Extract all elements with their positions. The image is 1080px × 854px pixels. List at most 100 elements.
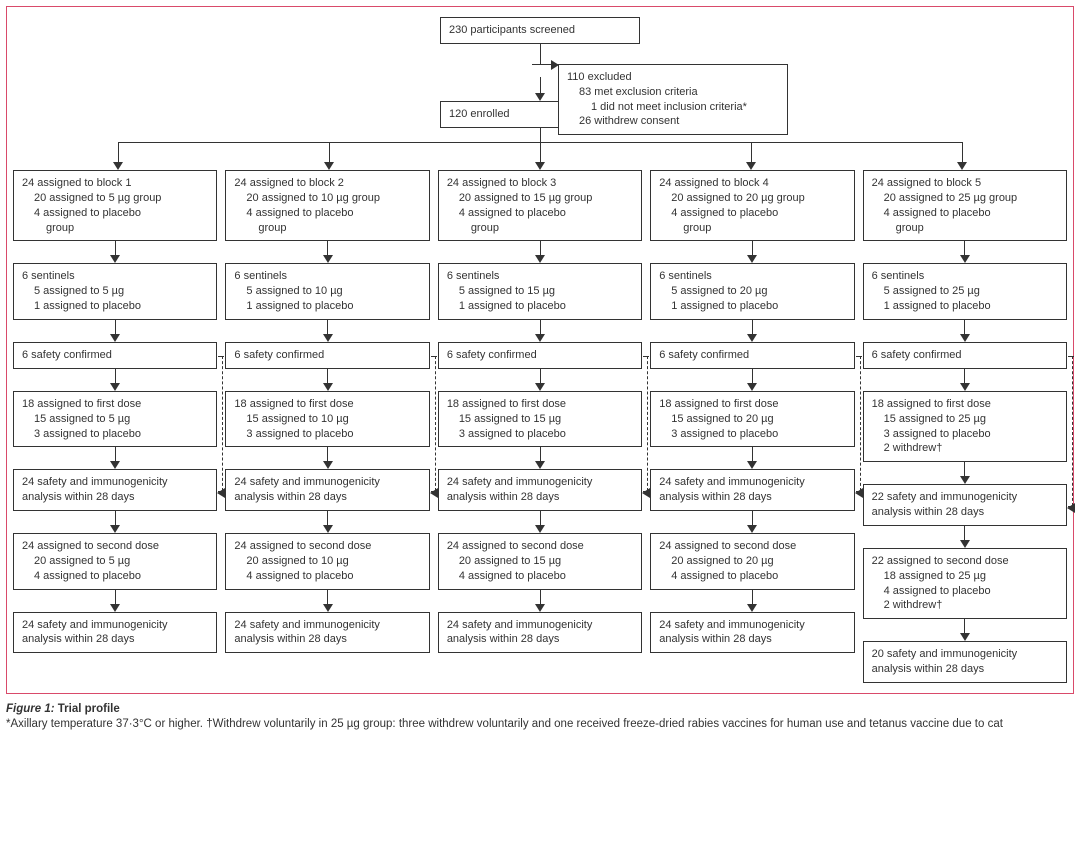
node-sentinel-line: 6 sentinels (22, 269, 208, 284)
arrow-right-icon (532, 64, 558, 65)
arrow-down-icon (110, 334, 120, 342)
node-analysis-2-line: 20 safety and immunogenicity analysis wi… (872, 647, 1058, 677)
arrow-down-icon (960, 255, 970, 263)
arrow-down-icon (747, 334, 757, 342)
node-assign: 24 assigned to block 120 assigned to 5 µ… (13, 170, 217, 241)
node-assign-line: 24 assigned to block 1 (22, 176, 208, 191)
node-first-dose-line: 3 assigned to placebo (872, 427, 1058, 442)
node-second-dose-line: 22 assigned to second dose (872, 554, 1058, 569)
dashed-connector (1068, 356, 1074, 357)
node-assign-line: 20 assigned to 25 µg group (872, 191, 1058, 206)
arrow-down-icon (110, 383, 120, 391)
node-safety-confirmed-line: 6 safety confirmed (447, 348, 633, 363)
excluded-l2: 1 did not meet inclusion criteria* (567, 100, 779, 115)
node-assign-line: group (22, 221, 208, 236)
caption-text: Trial profile (58, 703, 120, 715)
node-sentinel: 6 sentinels5 assigned to 20 µg1 assigned… (650, 263, 854, 320)
connector (13, 320, 217, 342)
node-sentinel: 6 sentinels5 assigned to 10 µg1 assigned… (225, 263, 429, 320)
node-assign-line: 24 assigned to block 5 (872, 176, 1058, 191)
node-sentinel: 6 sentinels5 assigned to 5 µg1 assigned … (13, 263, 217, 320)
arrow-down-icon (110, 461, 120, 469)
node-sentinel-line: 1 assigned to placebo (659, 299, 845, 314)
node-excluded: 110 excluded 83 met exclusion criteria 1… (558, 64, 788, 135)
node-safety-confirmed: 6 safety confirmed (863, 342, 1067, 369)
node-assign: 24 assigned to block 420 assigned to 20 … (650, 170, 854, 241)
connector (438, 369, 642, 391)
node-second-dose-line: 2 withdrew† (872, 598, 1058, 613)
connector (863, 241, 1067, 263)
node-assign: 24 assigned to block 520 assigned to 25 … (863, 170, 1067, 241)
node-second-dose-line: 20 assigned to 20 µg (659, 554, 845, 569)
connector (438, 511, 642, 533)
arrow-down-icon (535, 604, 545, 612)
connector (225, 241, 429, 263)
connector (438, 590, 642, 612)
caption-footnote: *Axillary temperature 37·3°C or higher. … (6, 718, 1003, 730)
node-second-dose: 24 assigned to second dose20 assigned to… (438, 533, 642, 590)
node-first-dose-line: 2 withdrew† (872, 441, 1058, 456)
node-analysis-1-line: 24 safety and immunogenicity analysis wi… (234, 475, 420, 505)
node-analysis-1-line: 24 safety and immunogenicity analysis wi… (22, 475, 208, 505)
dashed-connector (643, 491, 647, 492)
node-analysis-2: 20 safety and immunogenicity analysis wi… (863, 641, 1067, 683)
dashed-connector (435, 356, 436, 491)
dashed-connector (860, 356, 861, 491)
node-assign-line: 24 assigned to block 4 (659, 176, 845, 191)
node-analysis-2: 24 safety and immunogenicity analysis wi… (13, 612, 217, 654)
connector (13, 369, 217, 391)
dashed-connector (647, 356, 648, 491)
node-second-dose-line: 20 assigned to 5 µg (22, 554, 208, 569)
block-column: 24 assigned to block 320 assigned to 15 … (438, 170, 642, 683)
node-analysis-1: 24 safety and immunogenicity analysis wi… (650, 469, 854, 511)
node-assign-line: 4 assigned to placebo (447, 206, 633, 221)
node-first-dose: 18 assigned to first dose15 assigned to … (650, 391, 854, 448)
dashed-connector (856, 356, 862, 357)
node-first-dose-line: 3 assigned to placebo (22, 427, 208, 442)
node-sentinel-line: 1 assigned to placebo (447, 299, 633, 314)
arrow-down-icon (323, 604, 333, 612)
node-analysis-1: 24 safety and immunogenicity analysis wi… (438, 469, 642, 511)
connector (650, 369, 854, 391)
connector (650, 590, 854, 612)
node-second-dose-line: 4 assigned to placebo (659, 569, 845, 584)
dashed-connector (222, 356, 223, 491)
block-column: 24 assigned to block 1 20 assigned to 5 µ… (13, 170, 217, 683)
dashed-connector (856, 491, 860, 492)
node-assign-line: 24 assigned to block 3 (447, 176, 633, 191)
node-first-dose-line: 18 assigned to first dose (234, 397, 420, 412)
connector (13, 511, 217, 533)
node-assign-line: 24 assigned to block 2 (234, 176, 420, 191)
excluded-l3: 26 withdrew consent (567, 114, 779, 129)
arrow-down-icon (747, 255, 757, 263)
arrow-down-icon (957, 162, 967, 170)
dashed-connector (1072, 356, 1073, 506)
node-assign-line: 4 assigned to placebo (234, 206, 420, 221)
node-safety-confirmed-line: 6 safety confirmed (234, 348, 420, 363)
node-first-dose-line: 18 assigned to first dose (659, 397, 845, 412)
node-safety-confirmed-line: 6 safety confirmed (872, 348, 1058, 363)
connector (438, 241, 642, 263)
node-sentinel-line: 1 assigned to placebo (22, 299, 208, 314)
node-analysis-2: 24 safety and immunogenicity analysis wi… (225, 612, 429, 654)
node-analysis-1: 22 safety and immunogenicity analysis wi… (863, 484, 1067, 526)
arrow-down-icon (960, 633, 970, 641)
figure-caption: Figure 1: Trial profile *Axillary temper… (6, 702, 1074, 733)
node-second-dose-line: 4 assigned to placebo (447, 569, 633, 584)
node-sentinel-line: 1 assigned to placebo (872, 299, 1058, 314)
arrow-down-icon (535, 255, 545, 263)
arrow-down-icon (110, 604, 120, 612)
arrow-down-icon (535, 162, 545, 170)
arrow-down-icon (746, 162, 756, 170)
connector (863, 462, 1067, 484)
arrow-down-icon (113, 162, 123, 170)
arrow-down-icon (535, 525, 545, 533)
connector (540, 44, 541, 64)
node-assign-line: group (234, 221, 420, 236)
node-first-dose: 18 assigned to first dose15 assigned to … (13, 391, 217, 448)
node-sentinel-line: 5 assigned to 20 µg (659, 284, 845, 299)
figure-frame: 230 participants screened 110 excluded 8… (6, 6, 1074, 694)
enrolled-text: 120 enrolled (449, 108, 510, 120)
connector (13, 241, 217, 263)
node-sentinel-line: 6 sentinels (872, 269, 1058, 284)
